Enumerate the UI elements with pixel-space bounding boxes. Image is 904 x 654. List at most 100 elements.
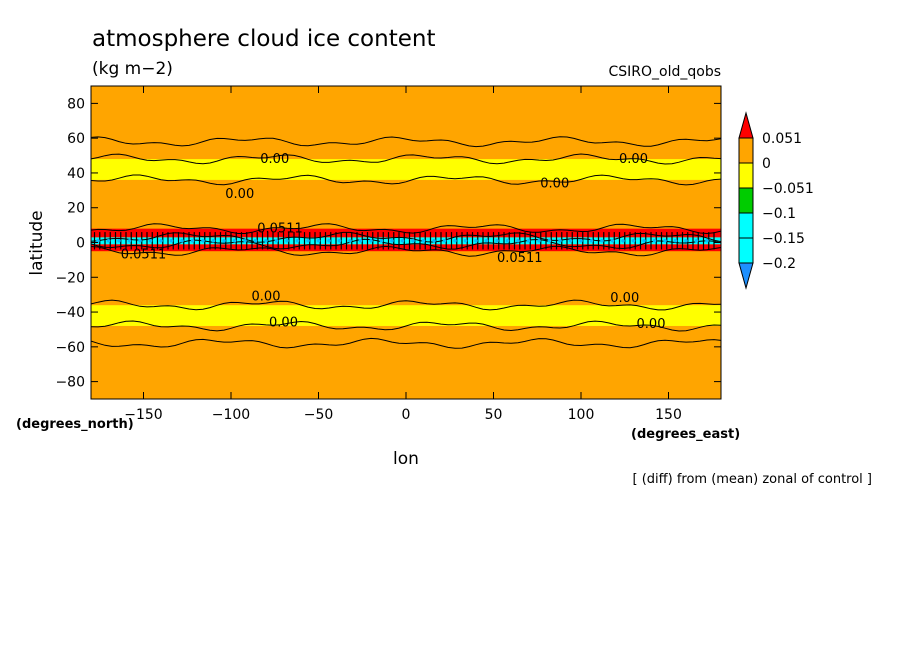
contour-label: 0.00 [225,187,254,202]
contour-label: 0.0511 [121,248,167,263]
equator-marker [264,238,268,243]
colorbar-segment [738,162,754,189]
equator-marker [148,238,153,243]
contour-line-6 [91,174,721,186]
band-0 [91,325,721,399]
equator-marker [453,238,457,243]
contour-label: 0.0511 [497,251,543,266]
band-8 [91,86,721,160]
contour-line-4 [91,231,721,243]
x-tick-label: 100 [568,407,595,423]
colorbar-label: −0.2 [762,256,796,272]
band-3 [91,244,721,252]
contour-line-3 [91,238,721,250]
equator-marker [663,238,667,243]
equator-marker [327,238,331,243]
model-name: CSIRO_old_qobs [608,64,721,80]
contour-label: 0.00 [252,289,281,304]
contour-label: 0.00 [540,176,569,191]
band-2 [91,251,721,306]
band-4 [91,237,721,245]
equator-marker [180,238,184,243]
contour-label: 0.00 [619,152,648,167]
contour-labels: 0.00 0.00 0.00 0.00 0.00 0.00 0.00 0.00 0.0511 0.… [121,152,666,332]
contour-label: 0.00 [269,315,298,330]
contour-label: 0.0511 [257,222,303,237]
colorbar-label: −0.051 [762,181,814,197]
x-tick-label: −150 [124,407,162,423]
equator-marker [337,238,342,243]
equator-marker [411,238,415,243]
equator-marker [673,238,678,243]
equator-marker [138,238,142,243]
equator-marker [169,238,174,243]
y-tick-label: 0 [76,236,85,252]
x-tick-label: −100 [212,407,250,423]
equator-marker [568,238,573,243]
equator-marker [285,238,289,243]
x-tick-label: −50 [304,407,334,423]
equator-marker [652,238,657,243]
colorbar-label: 0.051 [762,131,802,147]
equator-marker [211,238,216,243]
footnote: [ (diff) from (mean) zonal of control ] [633,472,872,487]
band-7 [91,159,721,180]
equator-marker [159,238,163,243]
contour-line-9 [91,337,721,349]
y-tick-label: −20 [55,270,85,286]
colorbar: 0.051 0 −0.051 −0.1 −0.15 −0.2 [738,111,814,290]
y-units-label: (degrees_north) [16,417,134,432]
contour-lines [91,136,721,349]
y-tick-label: −40 [55,305,85,321]
equator-marker [243,238,247,243]
equator-marker [600,238,604,243]
equator-marker [96,238,100,243]
x-tick-label: 0 [402,407,411,423]
equator-marker [201,238,205,243]
x-tick-label: 50 [485,407,503,423]
equator-marker [589,238,594,243]
contour-label: 0.00 [610,291,639,306]
equator-marker [379,238,384,243]
equator-marker [348,238,352,243]
y-tick-label: 80 [67,96,85,112]
equator-marker [253,238,258,243]
zonal-bands [91,86,721,399]
colorbar-label: −0.1 [762,206,796,222]
equator-marker [505,238,510,243]
contour-line-8 [91,136,721,148]
equator-marker [547,238,552,243]
equator-marker [621,238,625,243]
equator-marker [631,238,636,243]
equator-marker [222,238,226,243]
chart-title: atmosphere cloud ice content [92,26,435,52]
contour-line-1 [91,299,721,311]
equator-marker [295,238,300,243]
y-tick-label: 20 [67,201,85,217]
colorbar-label: 0 [762,156,771,172]
contour-line-2 [91,245,721,257]
chart-subtitle: (kg m−2) [92,59,173,79]
equator-marker [474,238,478,243]
equator-marker [484,238,489,243]
equator-marker [421,238,426,243]
equator-marker [369,238,373,243]
contour-line-5 [91,223,721,235]
equator-marker [127,238,132,243]
colorbar-segment [738,237,754,264]
equator-marker [642,238,646,243]
equator-marker [190,238,195,243]
equator-marker [463,238,468,243]
band-6 [91,179,721,229]
equator-marker [684,238,688,243]
y-axis-label: latitude [27,210,47,275]
equator-marker [526,238,531,243]
equator-marker [400,238,405,243]
x-tick-label: 150 [655,407,682,423]
equator-marker [579,238,583,243]
equator-marker [106,238,111,243]
y-tick-label: 60 [67,131,85,147]
contour-label: 0.00 [637,317,666,332]
equator-marker [516,238,520,243]
